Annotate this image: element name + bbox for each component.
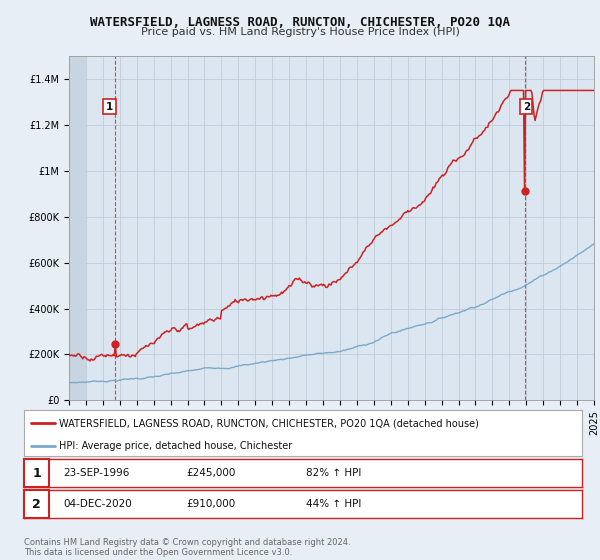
Text: 1: 1 [106,101,113,111]
Text: WATERSFIELD, LAGNESS ROAD, RUNCTON, CHICHESTER, PO20 1QA (detached house): WATERSFIELD, LAGNESS ROAD, RUNCTON, CHIC… [59,418,479,428]
Text: 04-DEC-2020: 04-DEC-2020 [63,499,132,509]
Text: Contains HM Land Registry data © Crown copyright and database right 2024.
This d: Contains HM Land Registry data © Crown c… [24,538,350,557]
Text: Price paid vs. HM Land Registry's House Price Index (HPI): Price paid vs. HM Land Registry's House … [140,27,460,37]
Text: HPI: Average price, detached house, Chichester: HPI: Average price, detached house, Chic… [59,441,292,451]
Text: 1: 1 [32,466,41,480]
Text: 82% ↑ HPI: 82% ↑ HPI [306,468,361,478]
Text: WATERSFIELD, LAGNESS ROAD, RUNCTON, CHICHESTER, PO20 1QA: WATERSFIELD, LAGNESS ROAD, RUNCTON, CHIC… [90,16,510,29]
Text: 2: 2 [523,101,530,111]
Bar [69,56,86,400]
Text: 44% ↑ HPI: 44% ↑ HPI [306,499,361,509]
Text: 23-SEP-1996: 23-SEP-1996 [63,468,130,478]
Text: £245,000: £245,000 [186,468,235,478]
Text: £910,000: £910,000 [186,499,235,509]
Text: 2: 2 [32,497,41,511]
